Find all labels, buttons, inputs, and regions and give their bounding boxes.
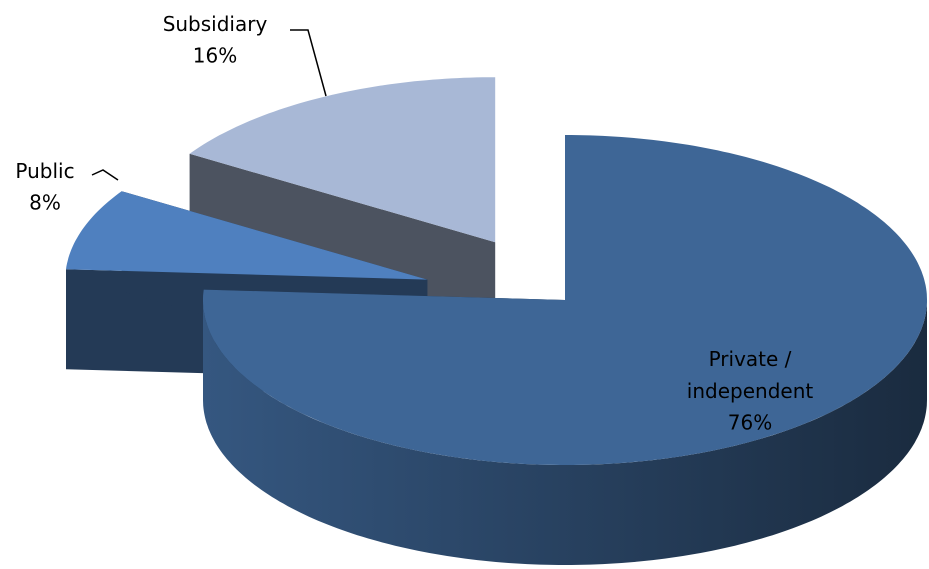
pie [66, 77, 927, 565]
leader-line [91, 169, 119, 181]
value-label: 16% [193, 44, 237, 68]
value-label: 76% [728, 411, 772, 435]
slice-label: Subsidiary [163, 12, 268, 36]
value-label: 8% [29, 191, 61, 215]
slice-wall [203, 300, 927, 565]
slice-label: Public [15, 159, 74, 183]
slice-label: Private / independent [687, 347, 814, 403]
labels: Private / independent 76% Public 8% Subsidiar… [15, 12, 813, 435]
slice [66, 191, 428, 280]
leader-line [290, 29, 327, 97]
slice [203, 135, 927, 465]
slice [189, 77, 496, 243]
